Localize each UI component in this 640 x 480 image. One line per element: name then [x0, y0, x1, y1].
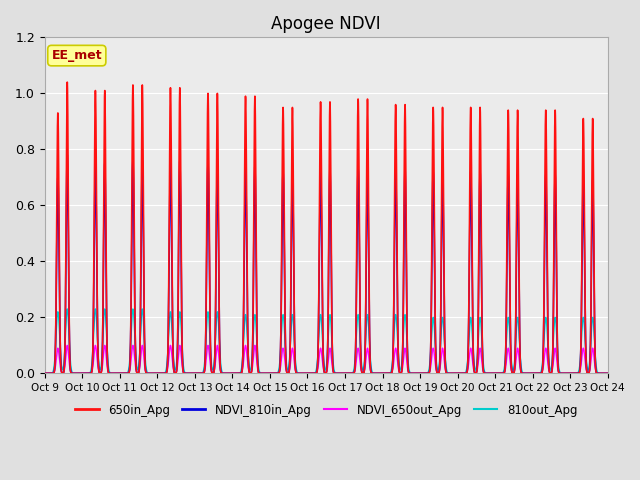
Legend: 650in_Apg, NDVI_810in_Apg, NDVI_650out_Apg, 810out_Apg: 650in_Apg, NDVI_810in_Apg, NDVI_650out_A…: [70, 399, 582, 421]
Text: EE_met: EE_met: [51, 49, 102, 62]
Title: Apogee NDVI: Apogee NDVI: [271, 15, 381, 33]
